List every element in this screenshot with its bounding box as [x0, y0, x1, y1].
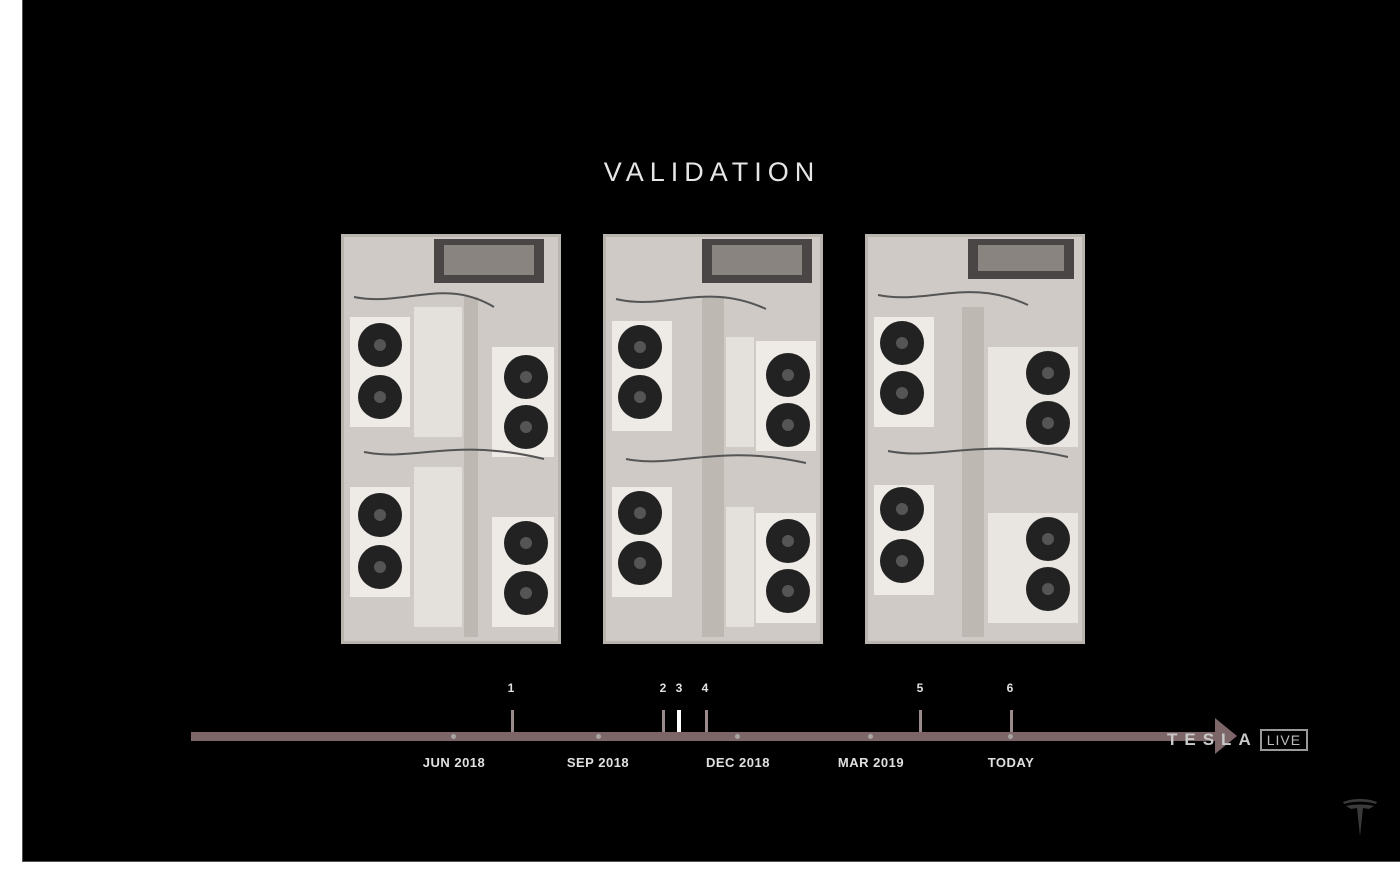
slide-title: VALIDATION	[603, 157, 821, 187]
presentation-slide: VALIDATION	[22, 0, 1400, 862]
hardware-unit-photo-2	[603, 234, 823, 644]
timeline-date-label: SEP 2018	[566, 755, 630, 770]
milestone-number: 1	[507, 681, 515, 695]
timeline-date-marker	[868, 734, 873, 739]
timeline-date-label: TODAY	[987, 755, 1035, 770]
milestone-number: 4	[701, 681, 709, 695]
hardware-unit-photo-3	[865, 234, 1085, 644]
milestone-number: 5	[916, 681, 924, 695]
tesla-t-logo-icon	[1341, 798, 1379, 843]
milestone-tick	[662, 710, 665, 732]
timeline-date-label: MAR 2019	[837, 755, 905, 770]
timeline-date-marker	[451, 734, 456, 739]
timeline-date-marker	[1008, 734, 1013, 739]
live-badge: LIVE	[1259, 729, 1309, 751]
milestone-number: 2	[659, 681, 667, 695]
milestone-tick	[705, 710, 708, 732]
hardware-unit-photo-1	[341, 234, 561, 644]
milestone-tick	[919, 710, 922, 732]
milestone-number: 3	[675, 681, 683, 695]
timeline-date-label: DEC 2018	[706, 755, 770, 770]
milestone-tick	[1010, 710, 1013, 732]
timeline-date-marker	[596, 734, 601, 739]
timeline-bar	[191, 732, 1221, 741]
milestone-tick	[677, 710, 681, 732]
timeline-date-marker	[735, 734, 740, 739]
timeline-date-label: JUN 2018	[422, 755, 486, 770]
milestone-tick	[511, 710, 514, 732]
milestone-number: 6	[1006, 681, 1014, 695]
timeline-arrowhead	[1215, 718, 1237, 754]
tesla-wordmark: TESLA	[1167, 730, 1258, 749]
tesla-live-watermark: TESLA LIVE	[1167, 726, 1309, 754]
